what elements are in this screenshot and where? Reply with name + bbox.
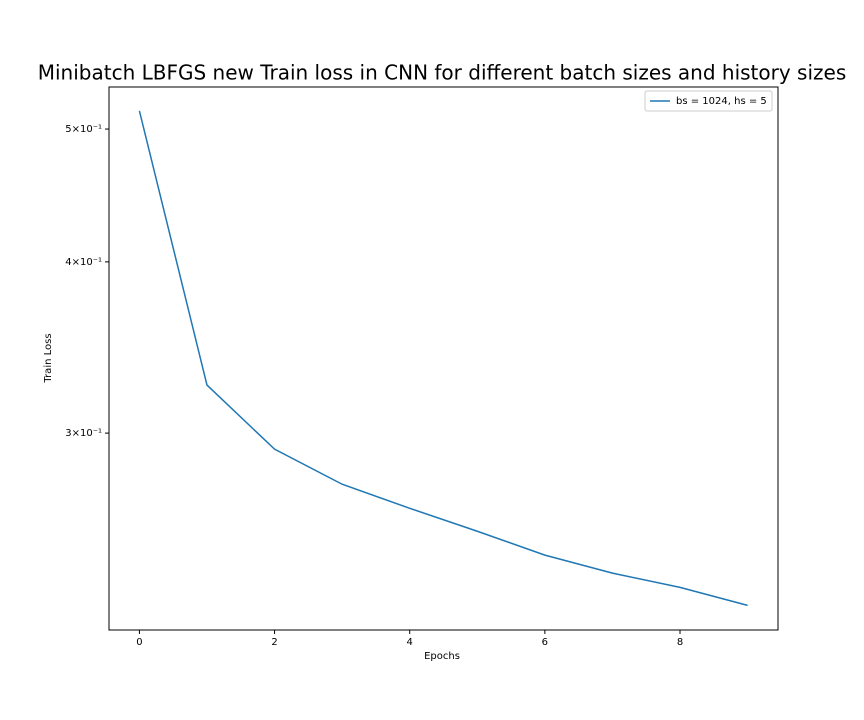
line: [138, 110, 748, 607]
x-tick-label: 0: [136, 637, 142, 648]
legend-label: bs = 1024, hs = 5: [676, 96, 767, 107]
x-tick-label: 2: [271, 637, 277, 648]
y-tick-label: 4×10⁻¹: [65, 257, 102, 268]
legend-box: [644, 90, 773, 112]
x-tick-label: 6: [542, 637, 548, 648]
y-tick-label: 5×10⁻¹: [65, 124, 102, 135]
x-axis-label: Epochs: [424, 651, 460, 662]
x-tick-label: 8: [677, 637, 683, 648]
x-tick-label: 4: [407, 637, 413, 648]
y-tick-label: 3×10⁻¹: [65, 428, 102, 439]
plot-frame: [108, 86, 779, 631]
chart-title: Minibatch LBFGS new Train loss in CNN fo…: [38, 61, 847, 85]
y-axis-label: Train Loss: [43, 333, 54, 383]
